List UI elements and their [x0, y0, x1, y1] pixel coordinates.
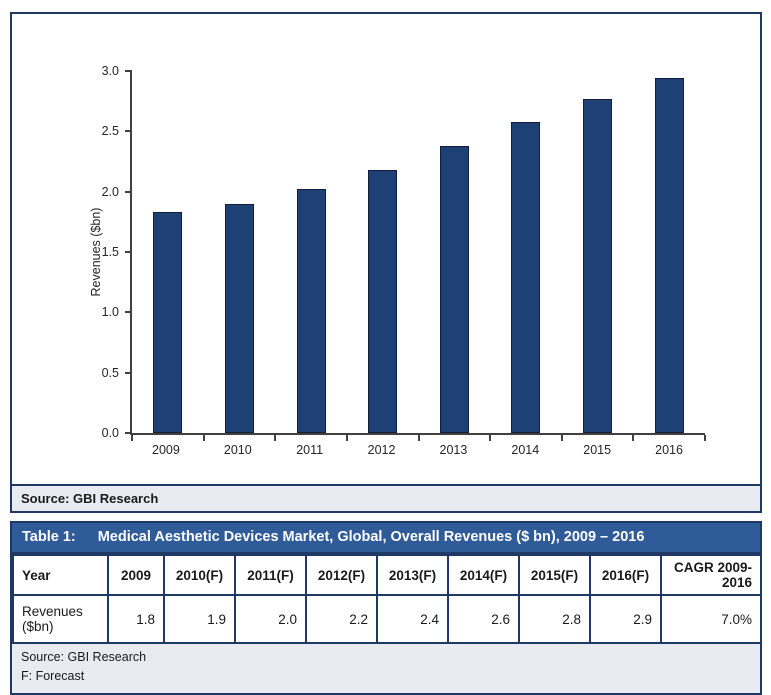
x-axis-tick [704, 435, 706, 441]
table-title-bar: Table 1: Medical Aesthetic Devices Market… [12, 523, 760, 554]
th-year: Year [12, 554, 109, 596]
y-axis-tick [125, 70, 132, 72]
x-tick-label: 2011 [296, 443, 324, 457]
plot-area: 0.0 0.5 1.0 1.5 2.0 2.5 3.0 [102, 64, 706, 441]
table-footer: Source: GBI Research F: Forecast [12, 644, 760, 693]
y-axis-tick [125, 432, 132, 434]
cell-cagr: 7.0% [660, 594, 762, 644]
x-tick-label: 2014 [511, 443, 540, 457]
y-tick-label: 1.0 [101, 305, 119, 320]
bar-2009 [153, 212, 183, 433]
th-2009: 2009 [107, 554, 165, 596]
data-table: Year 2009 2010(F) 2011(F) 2012(F) 2013(F… [12, 554, 762, 644]
bar-2015 [583, 98, 613, 433]
y-tick-label: 1.5 [101, 245, 119, 259]
x-axis-tick [274, 435, 277, 441]
y-axis-tick [125, 251, 132, 253]
x-tick-label: 2009 [152, 443, 180, 457]
bar-2011 [296, 189, 326, 433]
x-axis-tick [131, 435, 133, 441]
cell-2013: 2.4 [376, 594, 449, 644]
cell-2016: 2.9 [589, 594, 662, 644]
table-source-line: Source: GBI Research [21, 650, 147, 664]
y-tick-label: 0.5 [101, 365, 119, 380]
bar-slot [132, 71, 204, 433]
x-axis-tick [345, 435, 348, 441]
cell-2009: 1.8 [107, 594, 165, 644]
th-2015f: 2015(F) [518, 554, 591, 596]
table-title-text: Medical Aesthetic Devices Market, Global… [97, 529, 645, 545]
cell-2012: 2.2 [305, 594, 378, 644]
bar-slot [275, 71, 347, 433]
bar-slot [633, 71, 705, 433]
y-tick-label: 0.0 [101, 426, 119, 440]
y-tick-label: 2.5 [101, 124, 119, 139]
x-tick-label: 2016 [655, 443, 683, 457]
bar-2013 [439, 145, 469, 433]
table-forecast-note: F: Forecast [21, 669, 85, 684]
bar-2014 [511, 121, 541, 433]
table-header-row: Year 2009 2010(F) 2011(F) 2012(F) 2013(F… [12, 554, 762, 596]
th-cagr: CAGR 2009-2016 [660, 554, 762, 596]
cell-2011: 2.0 [234, 594, 307, 644]
bar-slot [347, 71, 419, 433]
bar-chart: Revenues ($bn) 0.0 0.5 1.0 1.5 2.0 2.5 3.0 200… [12, 14, 760, 484]
x-axis-tick [417, 435, 420, 441]
cell-2014: 2.6 [447, 594, 520, 644]
table-1: Table 1: Medical Aesthetic Devices Market… [10, 521, 762, 695]
figure-source-strip: Source: GBI Research [12, 484, 760, 511]
y-tick-label: 3.0 [101, 64, 119, 78]
bar-2010 [224, 203, 254, 433]
x-axis-tick [489, 435, 492, 441]
x-axis-tick [632, 435, 635, 441]
th-2014f: 2014(F) [447, 554, 520, 596]
th-2013f: 2013(F) [376, 554, 449, 596]
table-number: Table 1: [22, 529, 76, 545]
cell-2010: 1.9 [163, 594, 236, 644]
bar-2016 [654, 78, 684, 433]
bar-2012 [368, 169, 398, 433]
y-axis-tick [125, 130, 132, 133]
cell-2015: 2.8 [518, 594, 591, 644]
th-2012f: 2012(F) [305, 554, 378, 596]
y-axis-tick [125, 311, 132, 314]
bar-slot [419, 71, 491, 433]
x-tick-label: 2015 [583, 443, 612, 457]
x-axis-tick [560, 435, 563, 441]
y-axis-tick [125, 371, 132, 374]
th-2016f: 2016(F) [589, 554, 662, 596]
x-axis-labels: 2009 2010 2011 2012 2013 2014 2015 2016 [130, 443, 705, 461]
x-tick-label: 2013 [439, 443, 468, 457]
th-2011f: 2011(F) [234, 554, 307, 596]
table-data-row: Revenues ($bn) 1.8 1.9 2.0 2.2 2.4 2.6 2… [12, 594, 762, 644]
x-tick-label: 2010 [223, 443, 252, 457]
y-tick-label: 2.0 [101, 184, 119, 199]
y-axis-tick [125, 190, 132, 193]
x-tick-label: 2012 [367, 443, 396, 457]
figure-box: Revenues ($bn) 0.0 0.5 1.0 1.5 2.0 2.5 3.0 200… [10, 12, 762, 513]
bar-slot [490, 71, 562, 433]
th-2010f: 2010(F) [163, 554, 236, 596]
bar-slot [562, 71, 634, 433]
cell-row-label: Revenues ($bn) [12, 594, 109, 644]
x-axis-tick [202, 435, 205, 441]
bar-slot [204, 71, 276, 433]
